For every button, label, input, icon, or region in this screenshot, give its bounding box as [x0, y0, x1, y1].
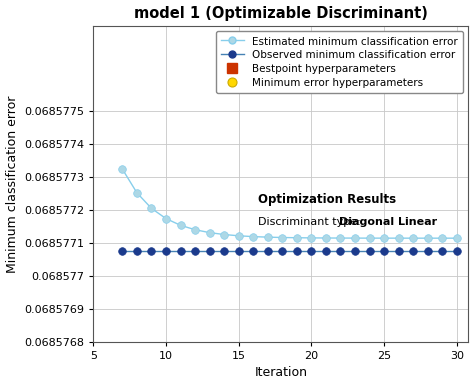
Text: Discriminant type:: Discriminant type: — [258, 217, 365, 227]
Y-axis label: Minimum classification error: Minimum classification error — [6, 95, 18, 273]
Legend: Estimated minimum classification error, Observed minimum classification error, B: Estimated minimum classification error, … — [216, 31, 463, 94]
Title: model 1 (Optimizable Discriminant): model 1 (Optimizable Discriminant) — [134, 5, 428, 20]
X-axis label: Iteration: Iteration — [255, 367, 307, 380]
Text: Diagonal Linear: Diagonal Linear — [339, 217, 437, 227]
Text: Optimization Results: Optimization Results — [258, 193, 396, 206]
